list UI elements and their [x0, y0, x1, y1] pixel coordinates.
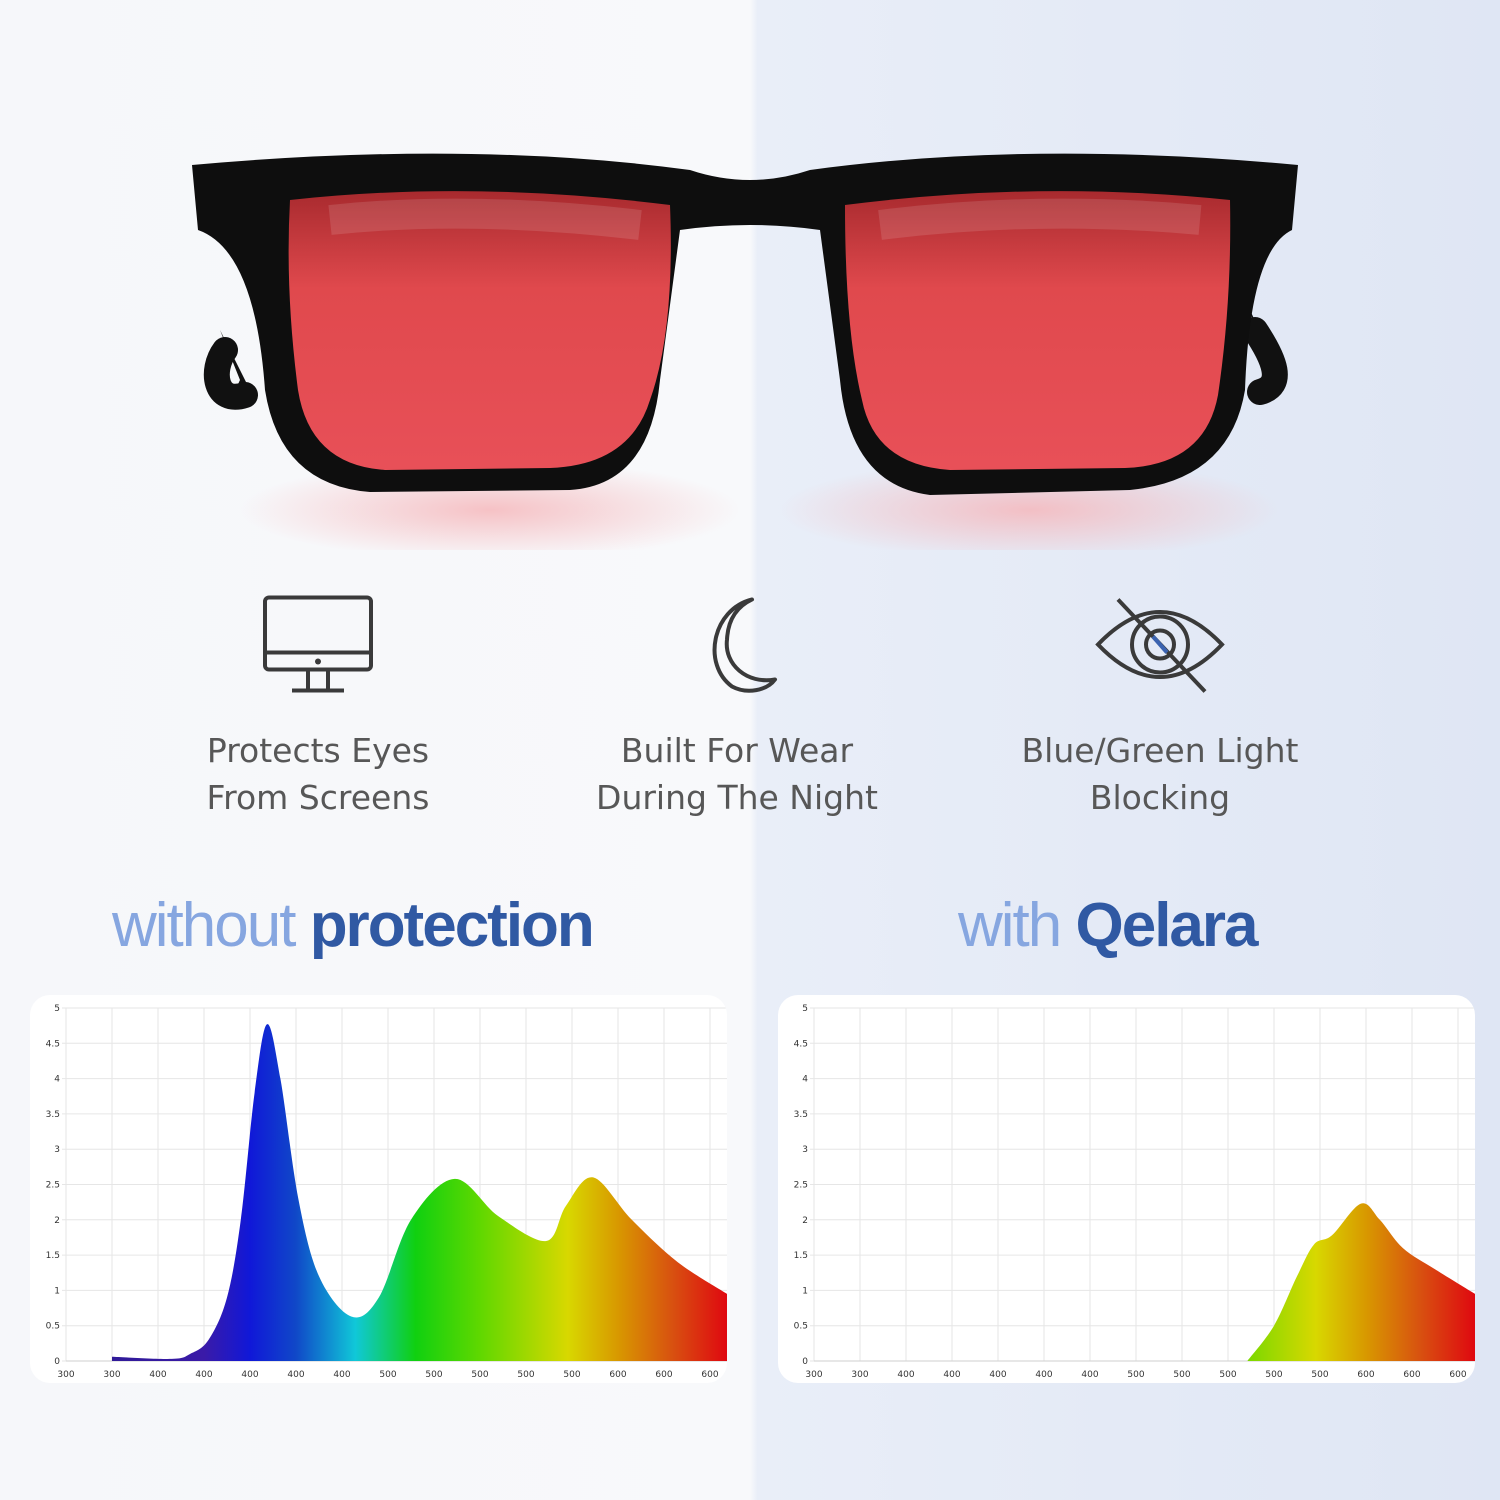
y-tick-label: 4.5 [46, 1039, 60, 1049]
chart-svg: 0 0.5 1 1.5 2 2.5 3 3.5 4 4.5 5 300 300 400 400 400 400 4… [794, 1004, 1475, 1380]
feature-label-line1: Built For Wear [620, 731, 854, 770]
x-tick-label: 400 [333, 1370, 350, 1380]
heading-light-word: with [958, 891, 1062, 960]
y-tick-label: 1.5 [794, 1251, 808, 1261]
right-lens [845, 191, 1231, 470]
x-tick-label: 600 [609, 1370, 626, 1380]
feature-protects-eyes: Protects Eyes From Screens [138, 592, 498, 821]
y-tick-label: 2.5 [46, 1181, 60, 1191]
x-tick-label: 400 [1081, 1370, 1098, 1380]
heading-dark-word: protection [309, 891, 595, 960]
x-tick-label: 600 [655, 1370, 672, 1380]
x-tick-label: 400 [149, 1370, 166, 1380]
x-tick-label: 500 [1173, 1370, 1190, 1380]
y-tick-label: 3.5 [794, 1110, 808, 1120]
x-tick-label: 500 [1127, 1370, 1144, 1380]
y-tick-label: 4.5 [794, 1039, 808, 1049]
moon-icon [712, 597, 777, 693]
x-tick-label: 400 [195, 1370, 212, 1380]
x-tick-label: 500 [517, 1370, 534, 1380]
x-tick-label: 400 [287, 1370, 304, 1380]
spectrum-area [112, 1024, 727, 1361]
x-tick-label: 600 [1357, 1370, 1374, 1380]
x-tick-label: 500 [563, 1370, 580, 1380]
x-tick-label: 300 [805, 1370, 822, 1380]
x-tick-label: 400 [241, 1370, 258, 1380]
y-tick-label: 3 [802, 1145, 808, 1155]
x-tick-label: 600 [701, 1370, 718, 1380]
y-tick-label: 5 [802, 1004, 808, 1014]
feature-light-blocking: Blue/Green Light Blocking [980, 592, 1340, 821]
left-lens [288, 191, 671, 470]
y-tick-label: 0 [802, 1357, 808, 1367]
x-tick-label: 300 [103, 1370, 120, 1380]
y-tick-label: 0 [54, 1357, 60, 1367]
chart-svg: 0 0.5 1 1.5 2 2.5 3 3.5 4 4.5 5 300 300 400 400 400 400 4… [46, 1004, 727, 1380]
spectrum-area [1247, 1203, 1475, 1361]
x-tick-label: 400 [1035, 1370, 1052, 1380]
x-tick-label: 400 [897, 1370, 914, 1380]
y-tick-label: 2.5 [794, 1181, 808, 1191]
y-tick-label: 3.5 [46, 1110, 60, 1120]
x-tick-label: 500 [1219, 1370, 1236, 1380]
feature-label-line2: During The Night [596, 778, 878, 817]
monitor-icon [263, 595, 373, 693]
spectrum-chart-with-qelara: 0 0.5 1 1.5 2 2.5 3 3.5 4 4.5 5 300 300 400 400 400 400 4… [778, 995, 1475, 1383]
red-lens-glasses-image [192, 153, 1298, 550]
x-tick-label: 600 [1449, 1370, 1466, 1380]
x-tick-label: 600 [1403, 1370, 1420, 1380]
x-tick-label: 500 [379, 1370, 396, 1380]
feature-label-line2: Blocking [1089, 778, 1231, 817]
y-tick-label: 0.5 [46, 1322, 60, 1332]
y-tick-label: 0.5 [794, 1322, 808, 1332]
x-tick-label: 500 [471, 1370, 488, 1380]
x-tick-label: 300 [57, 1370, 74, 1380]
x-tick-label: 400 [943, 1370, 960, 1380]
x-tick-label: 500 [1265, 1370, 1282, 1380]
x-tick-label: 500 [1311, 1370, 1328, 1380]
x-tick-label: 500 [425, 1370, 442, 1380]
eye-slash-icon [1095, 598, 1225, 693]
y-tick-label: 1 [802, 1286, 808, 1296]
y-tick-label: 4 [54, 1075, 60, 1085]
feature-label-line1: Protects Eyes [206, 731, 430, 770]
y-tick-label: 4 [802, 1075, 808, 1085]
y-tick-label: 2 [802, 1216, 808, 1226]
spectrum-chart-without-protection: 0 0.5 1 1.5 2 2.5 3 3.5 4 4.5 5 300 300 400 400 400 400 4… [30, 995, 727, 1383]
y-tick-label: 1 [54, 1286, 60, 1296]
y-tick-label: 5 [54, 1004, 60, 1014]
heading-without-protection: without protection [112, 890, 595, 961]
y-tick-label: 1.5 [46, 1251, 60, 1261]
feature-label-line2: From Screens [206, 778, 430, 817]
feature-night-wear: Built For Wear During The Night [557, 592, 917, 821]
y-tick-label: 2 [54, 1216, 60, 1226]
heading-light-word: without [112, 891, 296, 960]
x-tick-label: 300 [851, 1370, 868, 1380]
heading-with-qelara: with Qelara [958, 890, 1259, 961]
y-tick-label: 3 [54, 1145, 60, 1155]
heading-dark-word: Qelara [1075, 891, 1259, 960]
feature-label-line1: Blue/Green Light [1021, 731, 1299, 770]
x-tick-label: 400 [989, 1370, 1006, 1380]
